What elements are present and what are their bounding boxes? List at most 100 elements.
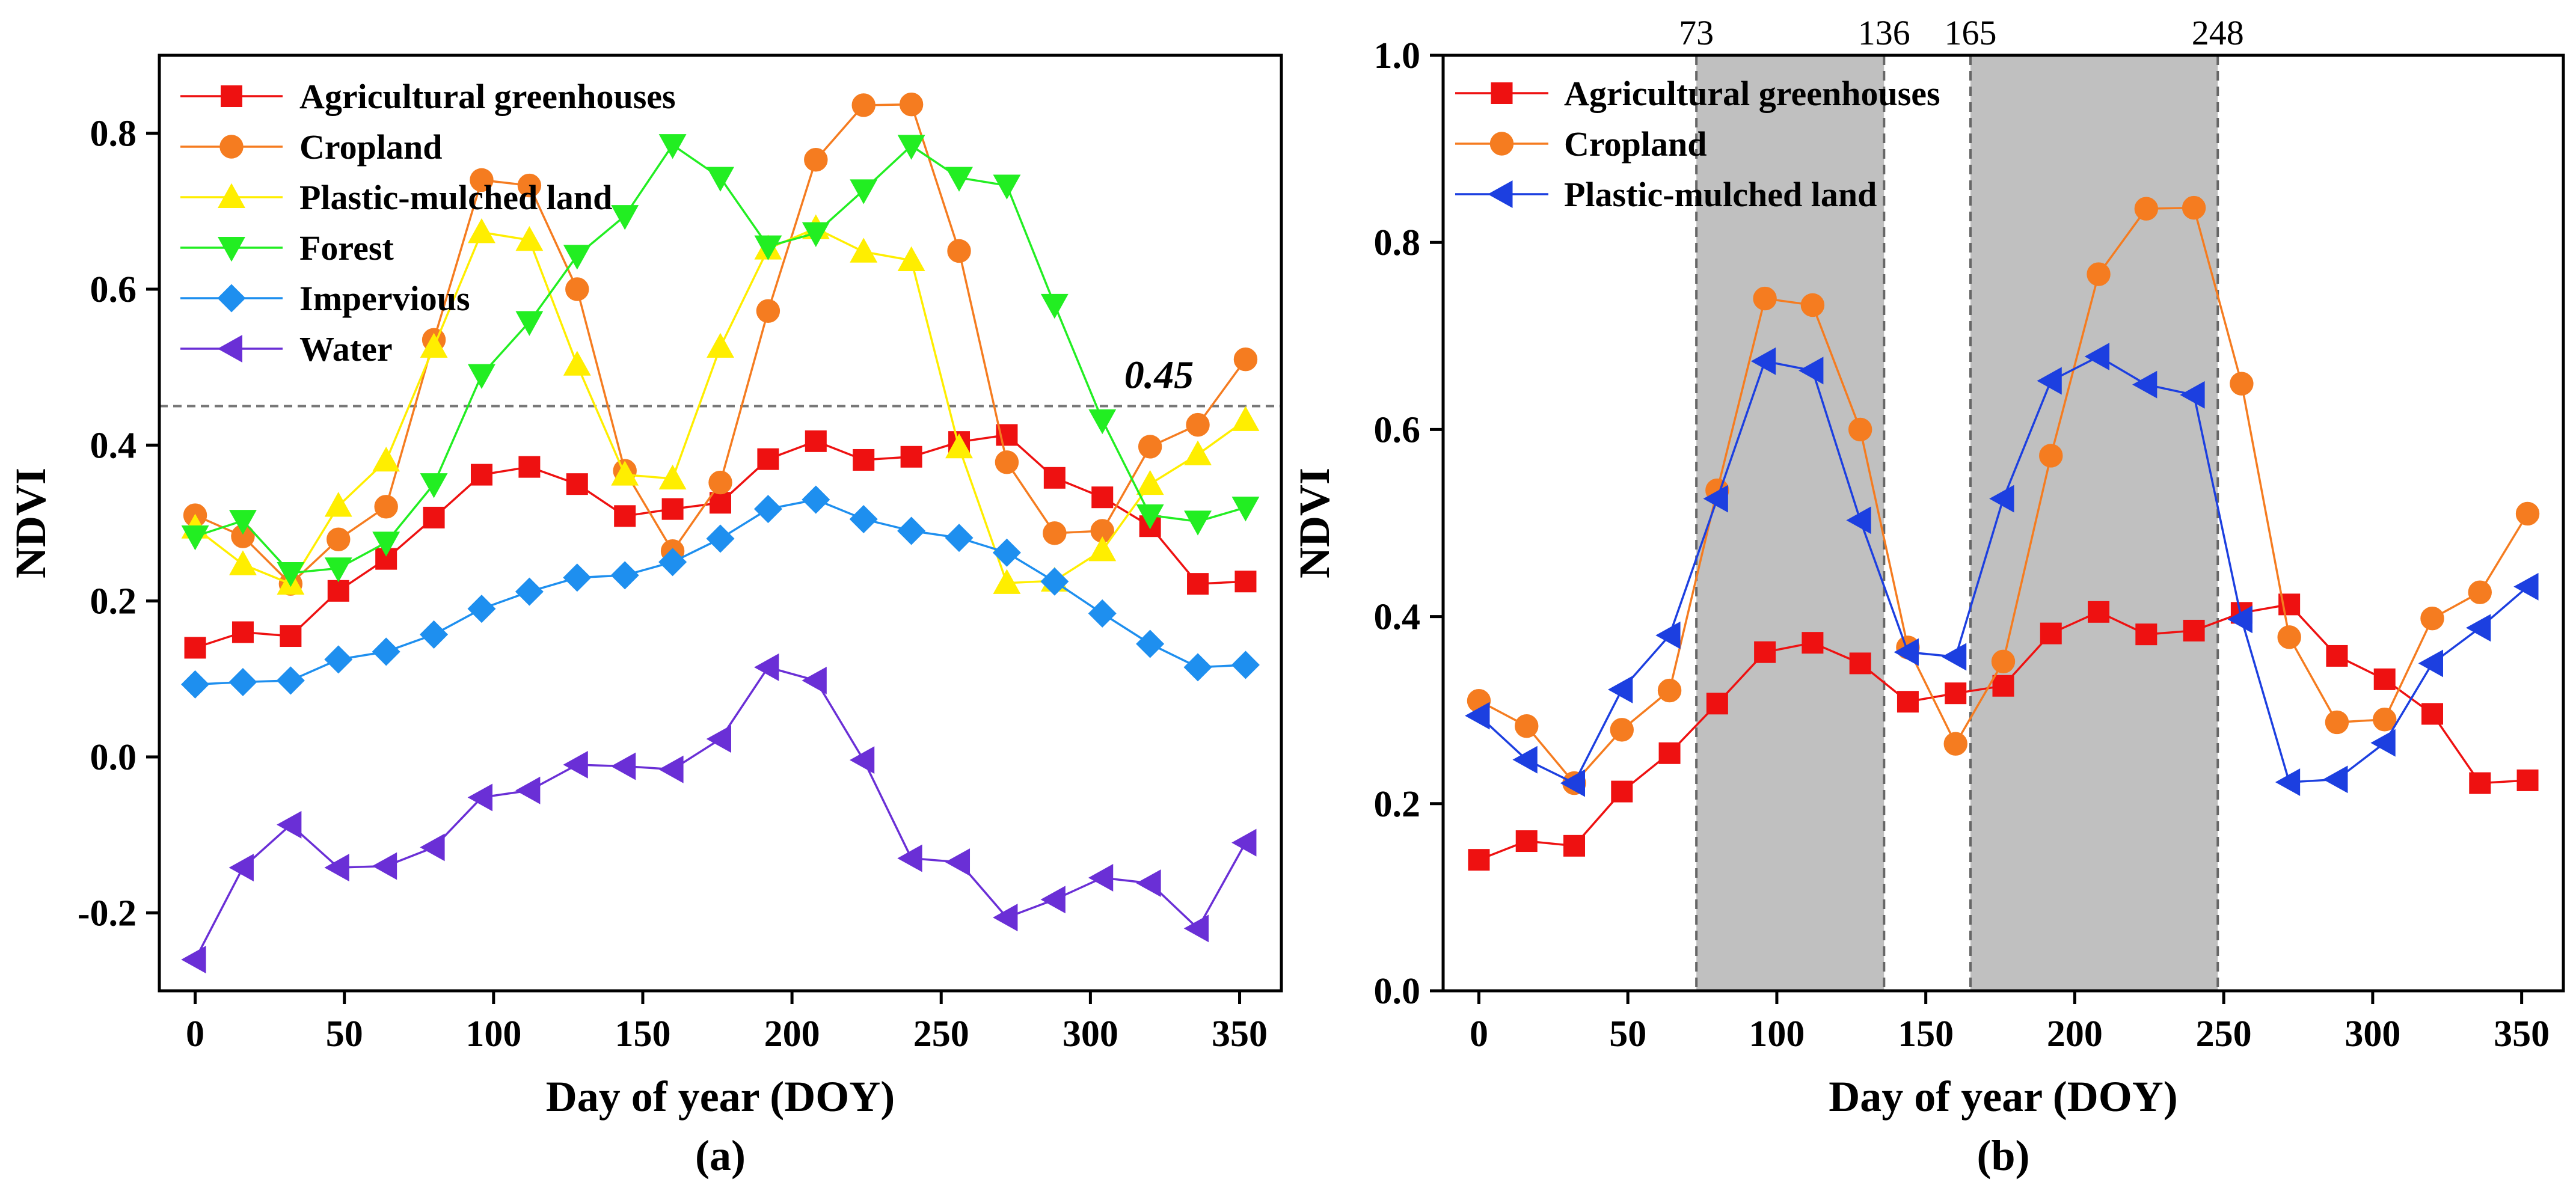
- legend-item: Water: [180, 329, 393, 369]
- data-point: [1991, 649, 2016, 673]
- data-point: [1515, 830, 1538, 853]
- data-point: [1753, 286, 1777, 311]
- data-point: [1231, 651, 1260, 679]
- data-point: [851, 93, 876, 117]
- legend-item: Agricultural greenhouses: [1455, 74, 1940, 113]
- legend-label: Plastic-mulched land: [299, 178, 612, 217]
- panel-a-subtitle: (a): [695, 1131, 746, 1180]
- data-point: [1754, 641, 1776, 663]
- data-point: [2227, 605, 2252, 634]
- data-point: [897, 516, 926, 545]
- data-point: [2132, 370, 2157, 399]
- data-point: [515, 311, 544, 336]
- legend-item: Agricultural greenhouses: [180, 77, 676, 116]
- data-point: [1657, 678, 1682, 703]
- data-point: [1465, 702, 1490, 730]
- data-point: [2134, 197, 2159, 221]
- data-point: [232, 621, 254, 643]
- data-point: [470, 168, 494, 192]
- data-point: [277, 562, 305, 587]
- data-point: [2039, 444, 2063, 468]
- data-point: [2277, 625, 2301, 649]
- data-point: [2325, 710, 2349, 735]
- data-point: [707, 332, 734, 358]
- legend-item: Forest: [180, 228, 394, 268]
- data-point: [897, 844, 922, 872]
- x-tick-label: 0: [1470, 1014, 1488, 1055]
- data-point: [470, 464, 492, 486]
- data-point: [1992, 675, 2014, 697]
- data-point: [1941, 643, 1967, 671]
- data-point: [1040, 293, 1069, 319]
- data-point: [1088, 599, 1117, 628]
- data-point: [945, 848, 971, 876]
- data-point: [707, 167, 734, 192]
- y-tick-label: 0.4: [1374, 597, 1421, 638]
- data-point: [706, 725, 731, 753]
- data-point: [324, 854, 349, 882]
- data-point: [229, 510, 257, 535]
- legend-marker: [1489, 132, 1514, 156]
- data-point: [658, 755, 684, 783]
- data-point: [849, 505, 878, 534]
- data-point: [2468, 580, 2492, 604]
- data-point: [805, 430, 827, 452]
- data-point: [610, 752, 636, 780]
- panel-a-ylabel: NDVI: [7, 468, 55, 578]
- x-tick-label: 50: [326, 1014, 363, 1055]
- series-agricultural-greenhouses: [1468, 593, 2539, 871]
- data-point: [276, 666, 305, 695]
- data-point: [1849, 652, 1871, 675]
- data-point: [658, 548, 687, 577]
- data-point: [1848, 417, 1872, 442]
- data-point: [372, 531, 400, 557]
- x-tick-label: 200: [2047, 1014, 2103, 1055]
- x-tick-label: 100: [465, 1014, 521, 1055]
- data-point: [1136, 629, 1165, 658]
- data-point: [2513, 572, 2539, 601]
- y-tick-label: 0.8: [1374, 222, 1421, 263]
- x-tick-label: 50: [1609, 1014, 1646, 1055]
- data-point: [1945, 682, 1967, 705]
- data-point: [420, 833, 445, 862]
- data-point: [1234, 571, 1257, 593]
- x-tick-label: 150: [615, 1014, 670, 1055]
- data-point: [1187, 573, 1209, 595]
- data-point: [1706, 693, 1728, 715]
- series-line: [194, 666, 1247, 960]
- data-point: [658, 134, 687, 159]
- x-tick-label: 150: [1898, 1014, 1954, 1055]
- data-point: [1040, 886, 1066, 914]
- data-point: [1468, 849, 1490, 871]
- data-point: [518, 456, 541, 478]
- data-point: [372, 637, 400, 666]
- legend-label: Cropland: [1564, 124, 1707, 164]
- data-point: [280, 625, 302, 648]
- data-point: [897, 135, 925, 160]
- legend-marker: [217, 284, 246, 313]
- y-tick-label: 1.0: [1374, 35, 1421, 76]
- data-point: [993, 174, 1021, 200]
- data-point: [1512, 745, 1538, 774]
- panel-a: 0 50 100 150 200 250 300 350 -0.2 0.0 0.2 0.4 0.6 0.8…: [7, 54, 1283, 1180]
- x-tick-label: 300: [1063, 1014, 1118, 1055]
- y-tick-label: 0.0: [90, 737, 137, 778]
- data-point: [2275, 768, 2301, 796]
- data-point: [2135, 623, 2157, 646]
- data-point: [1894, 638, 1919, 666]
- data-point: [1043, 467, 1066, 489]
- data-point: [2370, 729, 2396, 757]
- data-point: [423, 506, 445, 528]
- legend-item: Cropland: [1455, 124, 1707, 164]
- data-point: [2515, 501, 2540, 526]
- data-point: [1231, 497, 1260, 522]
- data-point: [1136, 869, 1161, 898]
- data-point: [1611, 780, 1633, 803]
- data-point: [945, 167, 973, 192]
- data-point: [1136, 470, 1164, 495]
- x-tick-label: 350: [2494, 1014, 2550, 1055]
- data-point: [947, 239, 971, 263]
- legend-item: Plastic-mulched land: [180, 178, 612, 217]
- data-point: [2183, 619, 2205, 641]
- data-point: [229, 550, 257, 575]
